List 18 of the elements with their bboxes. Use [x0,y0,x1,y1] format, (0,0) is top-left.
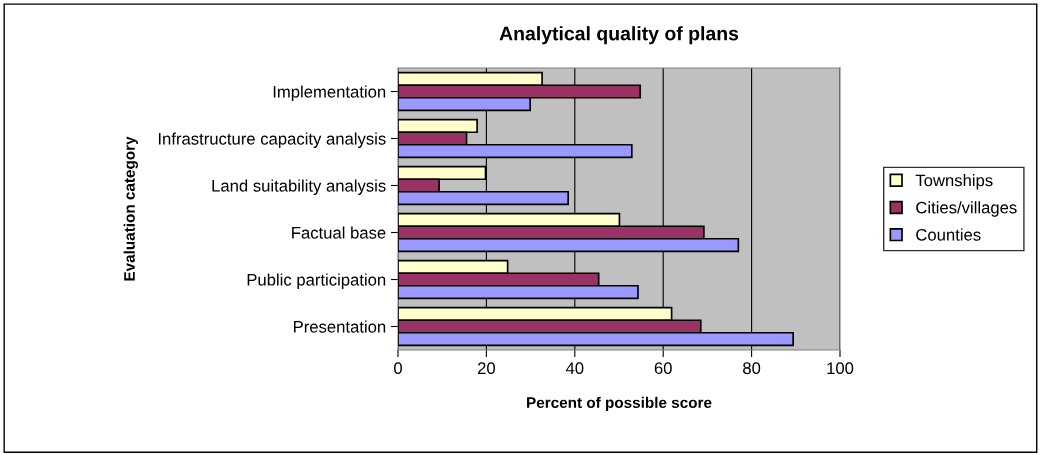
legend-label: Counties [916,228,981,241]
legend-label: Cities/villages [916,201,1017,217]
y-tick-label: Public participation [247,273,386,289]
y-tick-label: Presentation [293,320,386,333]
x-tick-label: 60 [654,362,672,375]
x-tick-label: 20 [477,362,496,375]
y-tick-label: Factual base [292,226,386,239]
legend-label: Townships [915,174,993,190]
x-tick-label: 80 [743,362,761,375]
x-tick-label: 0 [394,362,402,375]
x-tick-label: 100 [827,362,854,375]
x-tick-label: 40 [565,362,584,375]
chart-title: Analytical quality of plans [499,26,739,45]
y-tick-label: Implementation [273,85,386,101]
y-tick-label: Infrastructure capacity analysis [158,132,386,148]
x-axis-title: Percent of possible score [527,396,712,412]
y-tick-label: Land suitability analysis [212,179,386,195]
y-axis-title: Evaluation category [123,136,138,281]
